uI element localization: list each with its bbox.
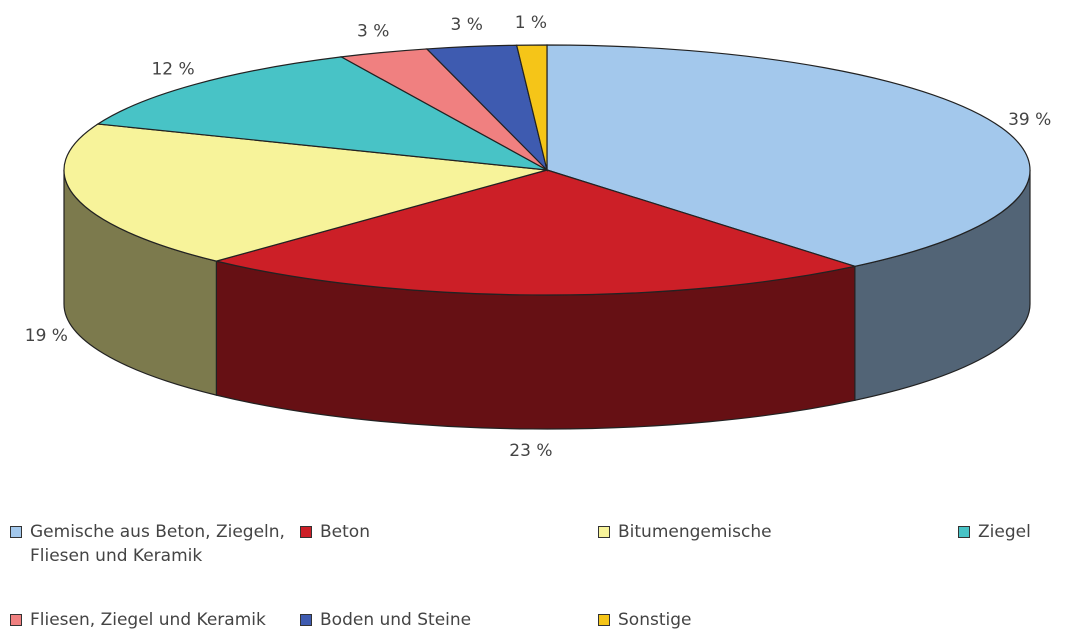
- legend-label: Boden und Steine: [320, 610, 472, 630]
- legend-label: Gemische aus Beton, Ziegeln, Fliesen und…: [30, 522, 285, 566]
- legend-swatch: [300, 614, 312, 626]
- slice: [213, 169, 858, 296]
- legend-item: Beton: [300, 520, 580, 544]
- legend-item: Bitumengemische: [598, 520, 918, 544]
- legend-item: Sonstige: [598, 608, 918, 632]
- pie-area: 39 % 23 % 19 % 12 % 3 % 3 % 1 %: [25, 13, 1052, 461]
- data-label: 39 %: [1008, 110, 1051, 130]
- slice: [96, 56, 548, 171]
- legend-item: Gemische aus Beton, Ziegeln, Fliesen und…: [10, 520, 310, 568]
- data-label: 3 %: [357, 22, 389, 42]
- legend-item: Boden und Steine: [300, 608, 580, 632]
- legend-label: Bitumengemische: [618, 522, 772, 542]
- data-label: 1 %: [515, 13, 547, 33]
- data-label: 12 %: [151, 59, 194, 79]
- legend-swatch: [10, 614, 22, 626]
- legend-swatch: [300, 526, 312, 538]
- legend-label: Beton: [320, 522, 370, 542]
- legend-label: Fliesen, Ziegel und Keramik: [30, 610, 266, 630]
- slice: [515, 44, 548, 171]
- legend-swatch: [958, 526, 970, 538]
- data-label: 23 %: [509, 441, 552, 461]
- slice: [63, 123, 548, 262]
- legend-label: Sonstige: [618, 610, 692, 630]
- legend-swatch: [598, 526, 610, 538]
- legend-item: Fliesen, Ziegel und Keramik: [10, 608, 320, 632]
- legend: Gemische aus Beton, Ziegeln, Fliesen und…: [0, 520, 1067, 633]
- legend-label: Ziegel: [978, 522, 1031, 542]
- legend-swatch: [10, 526, 22, 538]
- slice: [546, 44, 1031, 267]
- legend-item: Ziegel: [958, 520, 1067, 544]
- data-label: 3 %: [451, 15, 483, 35]
- legend-swatch: [598, 614, 610, 626]
- data-label: 19 %: [25, 326, 68, 346]
